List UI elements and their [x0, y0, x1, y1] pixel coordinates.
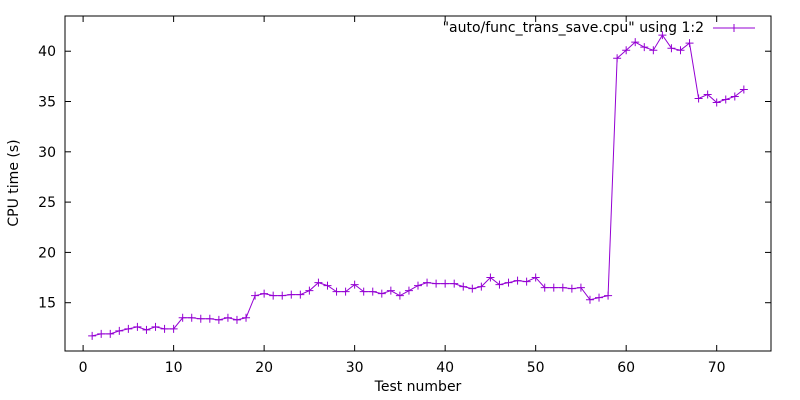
data-point-marker	[269, 291, 278, 300]
data-point-marker	[404, 286, 413, 295]
data-point-marker	[395, 291, 404, 300]
data-point-marker	[214, 315, 223, 324]
data-point-marker	[178, 313, 187, 322]
data-point-marker	[703, 90, 712, 99]
legend-marker-plus	[730, 24, 738, 32]
data-point-marker	[432, 279, 441, 288]
data-point-marker	[350, 280, 359, 289]
data-point-marker	[712, 98, 721, 107]
data-point-marker	[585, 295, 594, 304]
data-point-marker	[368, 287, 377, 296]
data-point-marker	[622, 46, 631, 55]
data-point-marker	[468, 284, 477, 293]
data-point-marker	[151, 322, 160, 331]
data-point-marker	[88, 331, 97, 340]
data-point-marker	[667, 44, 676, 53]
data-point-marker	[305, 286, 314, 295]
data-point-marker	[377, 289, 386, 298]
axis-tick-labels: 0 10 20 30 40 50 60 70 15 20 25 30 35 40	[38, 44, 725, 376]
data-point-marker	[296, 290, 305, 299]
data-point-marker	[477, 282, 486, 291]
data-point-marker	[685, 39, 694, 48]
data-point-marker	[513, 276, 522, 285]
data-point-marker	[187, 313, 196, 322]
x-tick-label: 0	[79, 360, 88, 376]
data-point-marker	[115, 326, 124, 335]
data-point-marker	[604, 291, 613, 300]
data-point-marker	[160, 324, 169, 333]
x-tick-label: 60	[617, 360, 635, 376]
y-axis-title: CPU time (s)	[6, 139, 22, 226]
data-point-marker	[287, 290, 296, 299]
data-point-marker	[359, 287, 368, 296]
x-tick-label: 50	[527, 360, 545, 376]
y-tick-label: 30	[38, 145, 56, 161]
data-point-marker	[232, 315, 241, 324]
data-point-marker	[169, 324, 178, 333]
axis-ticks	[65, 16, 771, 351]
data-point-marker	[142, 325, 151, 334]
data-point-marker	[540, 283, 549, 292]
legend: "auto/func_trans_save.cpu" using 1:2	[443, 20, 755, 36]
y-tick-label: 40	[38, 44, 56, 60]
data-point-marker	[414, 281, 422, 290]
data-point-marker	[242, 313, 251, 322]
data-point-marker	[251, 291, 260, 300]
data-point-marker	[549, 283, 558, 292]
x-tick-label: 20	[255, 360, 273, 376]
data-point-marker	[386, 286, 395, 295]
data-point-marker	[260, 289, 269, 298]
data-point-marker	[332, 287, 341, 296]
data-point-marker	[613, 54, 622, 63]
data-point-marker	[721, 95, 730, 104]
x-tick-label: 30	[346, 360, 364, 376]
y-tick-label: 35	[38, 95, 56, 111]
series-layer	[88, 31, 748, 340]
data-point-marker	[558, 283, 567, 292]
data-point-marker	[631, 38, 640, 47]
data-point-marker	[196, 314, 205, 323]
data-point-marker	[97, 329, 106, 338]
plot-frame	[64, 15, 772, 352]
data-point-marker	[640, 43, 649, 52]
data-point-marker	[423, 278, 432, 287]
data-point-marker	[459, 282, 468, 291]
y-tick-label: 25	[38, 195, 56, 211]
data-point-marker	[576, 283, 585, 292]
data-point-marker	[106, 329, 115, 338]
data-point-marker	[739, 85, 748, 94]
y-tick-label: 15	[38, 296, 56, 312]
data-point-marker	[522, 277, 531, 286]
legend-swatch-marker	[730, 24, 738, 32]
data-point-marker	[595, 293, 604, 302]
data-point-marker	[441, 279, 450, 288]
data-point-marker	[531, 273, 540, 282]
data-point-marker	[495, 280, 504, 289]
data-point-marker	[278, 291, 287, 300]
x-axis-title: Test number	[374, 379, 462, 395]
x-tick-label: 10	[165, 360, 183, 376]
data-point-marker	[649, 46, 658, 55]
data-point-marker	[314, 278, 323, 287]
series-line	[92, 34, 745, 337]
legend-label: "auto/func_trans_save.cpu" using 1:2	[443, 20, 704, 36]
data-point-marker	[450, 279, 459, 288]
data-point-marker	[133, 322, 142, 331]
data-point-marker	[658, 31, 667, 40]
data-point-marker	[567, 284, 576, 293]
data-point-marker	[124, 324, 133, 333]
data-point-marker	[486, 273, 495, 282]
y-tick-label: 20	[38, 245, 56, 261]
data-point-marker	[323, 281, 332, 290]
data-point-marker	[223, 313, 232, 322]
x-tick-label: 40	[436, 360, 454, 376]
data-point-marker	[205, 314, 214, 323]
data-point-marker	[730, 92, 739, 101]
data-point-marker	[341, 287, 350, 296]
x-tick-label: 70	[708, 360, 726, 376]
data-point-marker	[676, 46, 685, 55]
data-point-marker	[694, 94, 703, 103]
data-point-marker	[504, 278, 513, 287]
